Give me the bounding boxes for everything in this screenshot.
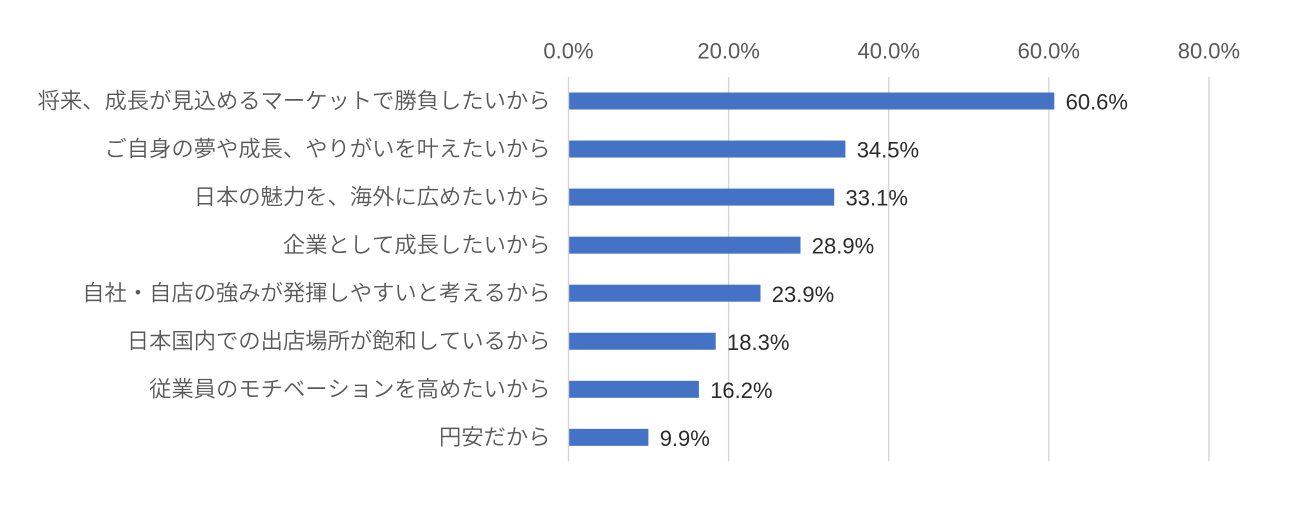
svg-text:40.0%: 40.0%	[858, 38, 920, 63]
svg-text:16.2%: 16.2%	[710, 378, 772, 403]
svg-text:28.9%: 28.9%	[812, 234, 874, 259]
svg-text:18.3%: 18.3%	[727, 330, 789, 355]
svg-text:9.9%: 9.9%	[660, 426, 710, 451]
svg-text:20.0%: 20.0%	[697, 38, 759, 63]
svg-text:60.0%: 60.0%	[1018, 38, 1080, 63]
svg-text:60.6%: 60.6%	[1066, 90, 1128, 115]
svg-text:34.5%: 34.5%	[857, 138, 919, 163]
svg-text:23.9%: 23.9%	[772, 282, 834, 307]
svg-text:80.0%: 80.0%	[1178, 38, 1240, 63]
svg-text:33.1%: 33.1%	[846, 186, 908, 211]
svg-text:0.0%: 0.0%	[543, 38, 593, 63]
